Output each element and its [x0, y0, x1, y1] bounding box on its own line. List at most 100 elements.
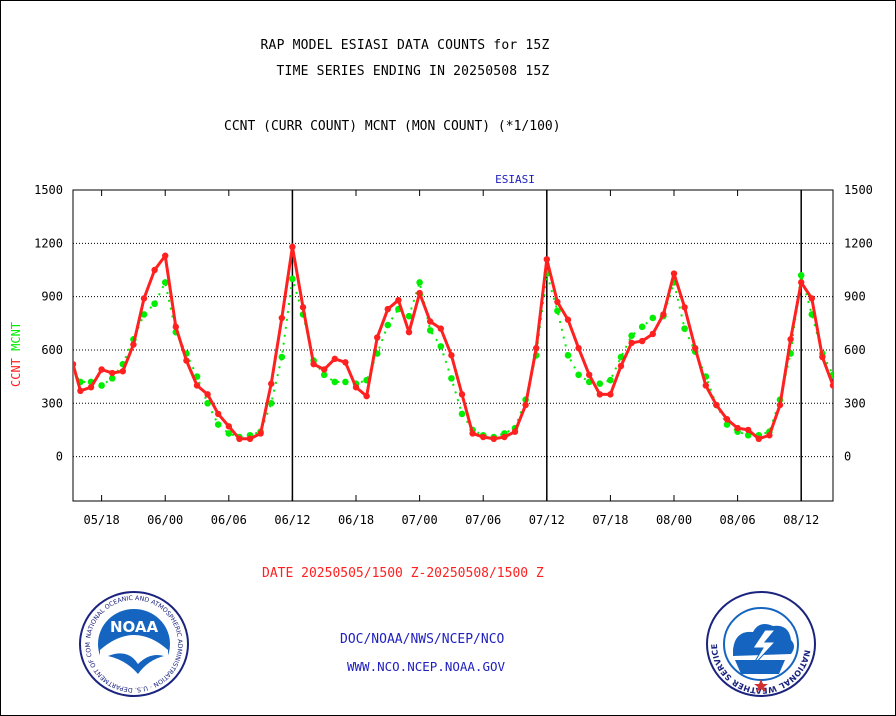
series-ccnt-point [490, 435, 498, 442]
series-ccnt-point [246, 435, 254, 442]
series-ccnt-point [766, 432, 773, 439]
series-ccnt-point [617, 362, 625, 370]
x-tick-label: 08/12 [783, 513, 819, 527]
noaa-logo-text: NOAA [110, 618, 159, 636]
series-ccnt-point [829, 382, 833, 389]
y-tick-label-right: 1500 [844, 183, 873, 197]
series-ccnt-point [649, 330, 657, 338]
series-ccnt-point [639, 337, 646, 345]
y-tick-label-right: 1200 [844, 236, 873, 250]
series-ccnt-point [342, 359, 349, 366]
series-ccnt-point [395, 296, 402, 304]
series-ccnt-point [215, 410, 222, 418]
series-mcnt-point [108, 375, 116, 382]
series-mcnt-point [596, 380, 604, 388]
series-ccnt-point [310, 360, 317, 368]
series-mcnt-point [458, 410, 466, 418]
series-mcnt-point [405, 312, 413, 320]
series-mcnt-point [225, 430, 233, 437]
series-ccnt-point [289, 243, 296, 251]
y-tick-label-left: 1500 [34, 183, 63, 197]
series-ccnt-point [172, 323, 180, 331]
y-tick-label-left: 600 [41, 343, 63, 357]
x-tick-label: 06/06 [211, 513, 247, 527]
series-ccnt-point [511, 428, 519, 435]
series-ccnt-point [352, 384, 360, 391]
series-mcnt-point [320, 371, 328, 379]
series-ccnt-point [405, 328, 413, 336]
series-ccnt-point [98, 366, 105, 373]
series-ccnt-point [564, 316, 572, 323]
series-ccnt-point [225, 423, 233, 430]
series-ccnt-point [819, 353, 826, 361]
series-mcnt-point [437, 343, 445, 350]
series-ccnt-point [607, 391, 614, 398]
series-mcnt-point [204, 399, 211, 407]
y-tick-label-right: 300 [844, 396, 866, 410]
series-ccnt-point [109, 369, 116, 377]
series-ccnt-point [77, 387, 84, 395]
plot-title: ESIASI [495, 173, 535, 186]
series-mcnt-point [628, 332, 635, 340]
series-ccnt-point [681, 304, 688, 311]
series-mcnt-point [797, 272, 805, 279]
series-mcnt-point [638, 323, 646, 331]
series-ccnt-point [416, 289, 423, 297]
series-ccnt-point [374, 334, 381, 341]
series-ccnt-point [384, 305, 392, 313]
series-ccnt-point [798, 279, 805, 286]
y-axis-label: CCNT MCNT [9, 322, 23, 387]
footer-organization: DOC/NOAA/NWS/NCEP/NCO [340, 632, 505, 647]
series-mcnt-point [289, 275, 296, 283]
series-mcnt-point [649, 314, 657, 322]
series-ccnt-point [596, 391, 604, 398]
series-mcnt-point [384, 321, 392, 329]
series-mcnt-point [161, 279, 169, 286]
series-mcnt-point [426, 327, 434, 334]
series-mcnt-point [564, 351, 572, 359]
y-tick-label-left: 300 [41, 396, 63, 410]
y-tick-label-right: 0 [844, 450, 851, 464]
series-mcnt-point [151, 300, 158, 308]
x-tick-label: 08/06 [720, 513, 756, 527]
series-ccnt-point [660, 311, 667, 318]
series-ccnt-point [808, 295, 816, 302]
footer-url: WWW.NCO.NCEP.NOAA.GOV [347, 659, 506, 674]
series-ccnt-point [193, 382, 201, 389]
series-ccnt-point [331, 355, 339, 363]
series-ccnt-point [776, 401, 784, 409]
x-tick-label: 07/00 [402, 513, 438, 527]
series-ccnt-point [670, 270, 678, 277]
series-ccnt-point [130, 341, 137, 348]
series-ccnt-point [140, 295, 148, 302]
x-tick-label: 07/12 [529, 513, 565, 527]
series-ccnt-point [87, 384, 95, 391]
series-ccnt-point [734, 424, 741, 432]
series-ccnt-point [692, 344, 699, 352]
series-ccnt-point [469, 430, 476, 437]
series-ccnt-point [554, 298, 561, 306]
series-ccnt-point [480, 433, 487, 441]
series-ccnt-point [321, 366, 328, 373]
series-mcnt-point [331, 378, 339, 386]
y-tick-label-left: 0 [56, 450, 63, 464]
series-ccnt-point [363, 392, 370, 400]
plot-area [72, 189, 834, 502]
date-range-label: DATE 20250505/1500 Z-20250508/1500 Z [262, 566, 544, 581]
y-axis-label-mcnt: MCNT [9, 322, 23, 358]
series-ccnt-point [787, 336, 794, 343]
series-ccnt-point [427, 318, 434, 325]
series-ccnt-point [268, 380, 275, 387]
y-tick-label-right: 900 [844, 290, 866, 304]
series-ccnt-point [151, 266, 158, 274]
series-ccnt-point [204, 391, 211, 398]
nws-logo: NATIONAL WEATHER SERVICE [706, 591, 816, 697]
x-tick-label: 06/00 [147, 513, 183, 527]
series-ccnt-point [437, 325, 445, 332]
series-ccnt-point [713, 401, 720, 409]
series-ccnt-line [73, 245, 833, 441]
series-ccnt-point [501, 433, 508, 441]
series-ccnt-point [73, 360, 77, 368]
series-mcnt-point [267, 399, 275, 407]
